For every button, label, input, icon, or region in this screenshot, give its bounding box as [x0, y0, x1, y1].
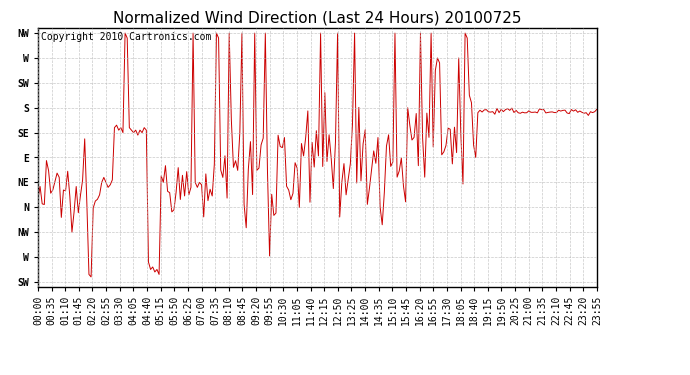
Text: Copyright 2010 Cartronics.com: Copyright 2010 Cartronics.com	[41, 32, 211, 42]
Title: Normalized Wind Direction (Last 24 Hours) 20100725: Normalized Wind Direction (Last 24 Hours…	[113, 10, 522, 26]
